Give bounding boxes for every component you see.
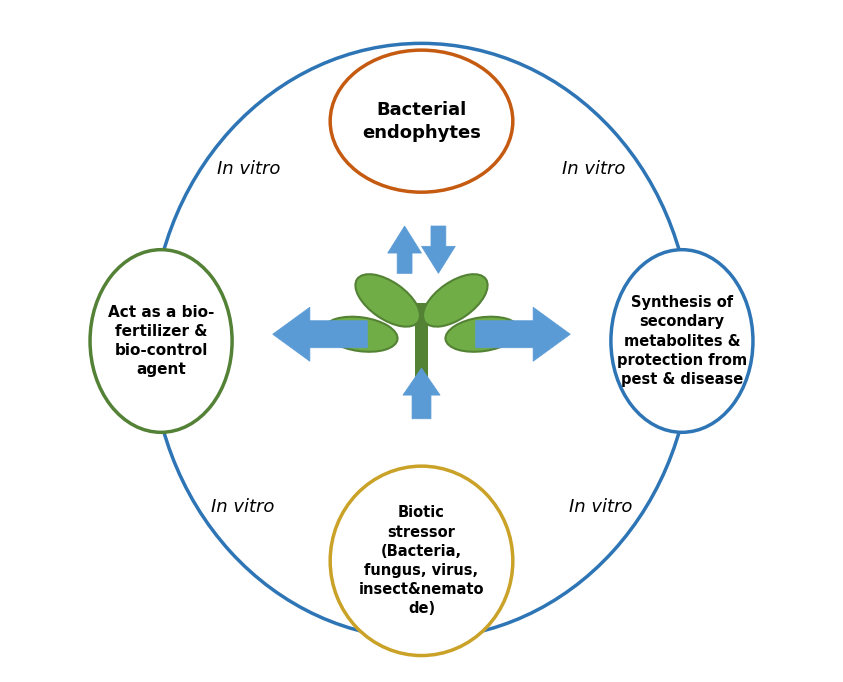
Text: In vitro: In vitro [217, 160, 281, 177]
FancyArrow shape [422, 226, 455, 273]
FancyArrow shape [272, 307, 368, 361]
Ellipse shape [611, 250, 753, 432]
Text: Bacterial
endophytes: Bacterial endophytes [362, 101, 481, 142]
Text: In vitro: In vitro [562, 160, 626, 177]
Bar [416, 303, 427, 411]
Ellipse shape [423, 274, 487, 327]
Text: Synthesis of
secondary
metabolites &
protection from
pest & disease: Synthesis of secondary metabolites & pro… [617, 295, 747, 387]
Ellipse shape [356, 274, 420, 327]
Ellipse shape [90, 250, 232, 432]
Ellipse shape [324, 316, 398, 352]
Ellipse shape [330, 466, 513, 655]
Text: In vitro: In vitro [569, 498, 632, 516]
Text: In vitro: In vitro [211, 498, 274, 516]
FancyArrow shape [388, 226, 422, 273]
FancyArrow shape [475, 307, 571, 361]
Ellipse shape [445, 316, 519, 352]
Ellipse shape [330, 50, 513, 192]
Text: Biotic
stressor
(Bacteria,
fungus, virus,
insect&nemato
de): Biotic stressor (Bacteria, fungus, virus… [359, 505, 484, 617]
Text: Act as a bio-
fertilizer &
bio-control
agent: Act as a bio- fertilizer & bio-control a… [108, 305, 214, 377]
FancyArrow shape [403, 368, 440, 419]
